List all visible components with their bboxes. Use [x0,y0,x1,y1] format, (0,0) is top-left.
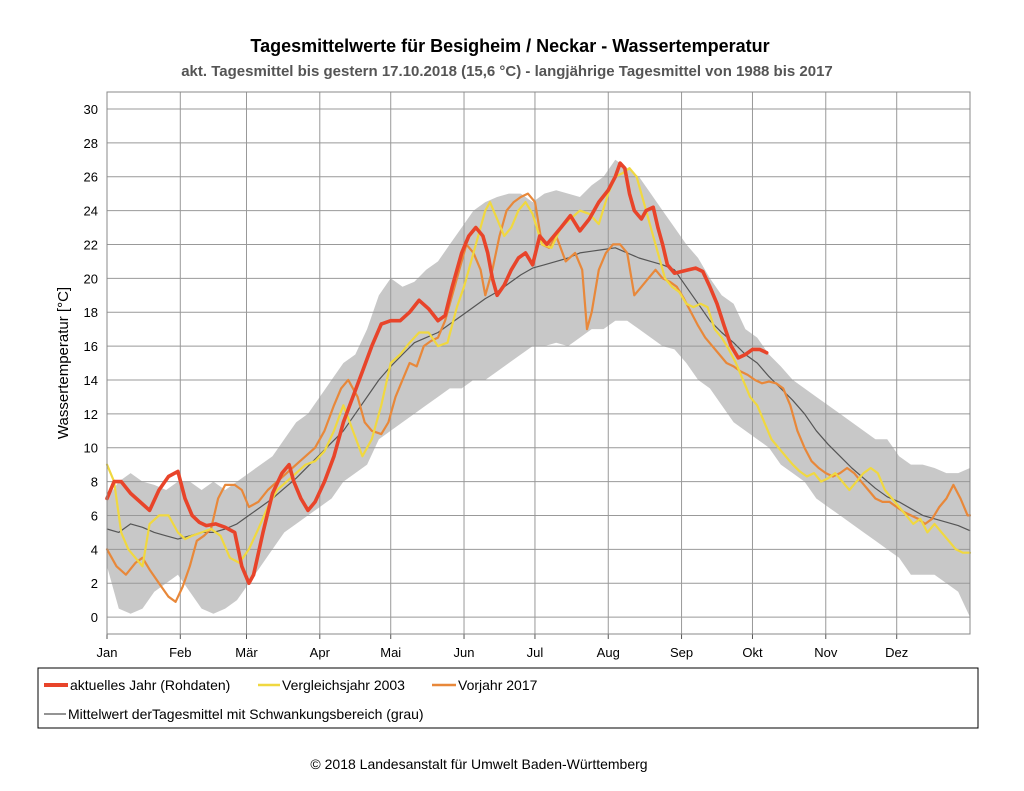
x-tick-Mai: Mai [380,645,401,660]
variation-band [107,159,970,618]
y-tick-20: 20 [84,271,98,286]
x-tick-Nov: Nov [814,645,838,660]
legend-label-mean: Mittelwert derTagesmittel mit Schwankung… [68,706,424,722]
x-tick-Apr: Apr [310,645,331,660]
plot-frame [106,91,971,635]
y-tick-0: 0 [91,610,98,625]
copyright-footer: © 2018 Landesanstalt für Umwelt Baden-Wü… [310,756,647,772]
y-tick-28: 28 [84,136,98,151]
y-tick-4: 4 [91,542,98,557]
x-tick-Feb: Feb [169,645,191,660]
series-layer [105,161,972,603]
plot-area [105,91,972,639]
y-tick-24: 24 [84,204,98,219]
y-tick-8: 8 [91,475,98,490]
y-tick-2: 2 [91,576,98,591]
x-tick-Okt: Okt [742,645,763,660]
y-axis-label: Wassertemperatur [°C] [55,287,72,439]
y-tick-12: 12 [84,407,98,422]
x-tick-Jul: Jul [527,645,544,660]
series-line-mean [106,247,971,540]
y-tick-16: 16 [84,339,98,354]
legend-label-2017: Vorjahr 2017 [458,677,538,693]
y-tick-10: 10 [84,441,98,456]
x-tick-Aug: Aug [597,645,620,660]
legend: aktuelles Jahr (Rohdaten) Vergleichsjahr… [37,667,979,729]
legend-label-current: aktuelles Jahr (Rohdaten) [70,677,230,693]
x-tick-Dez: Dez [885,645,908,660]
series-line-y2003 [105,167,972,568]
chart-title: Tagesmittelwerte für Besigheim / Neckar … [250,36,769,56]
y-tick-22: 22 [84,237,98,252]
x-tick-Jan: Jan [97,645,118,660]
x-tick-labels: Jan Feb Mär Apr Mai Jun Jul Aug Sep Okt Nov Dez [97,645,909,660]
y-tick-30: 30 [84,102,98,117]
legend-frame [37,667,979,729]
variation-band-layer [107,159,970,618]
x-tick-Jun: Jun [454,645,475,660]
grid-layer [106,92,970,639]
y-tick-26: 26 [84,170,98,185]
legend-label-2003: Vergleichsjahr 2003 [282,677,405,693]
y-tick-14: 14 [84,373,98,388]
y-tick-18: 18 [84,305,98,320]
y-tick-6: 6 [91,508,98,523]
x-tick-Mär: Mär [235,645,258,660]
series-line-current [105,161,769,586]
chart-subtitle: akt. Tagesmittel bis gestern 17.10.2018 … [181,63,833,80]
x-tick-Sep: Sep [670,645,693,660]
